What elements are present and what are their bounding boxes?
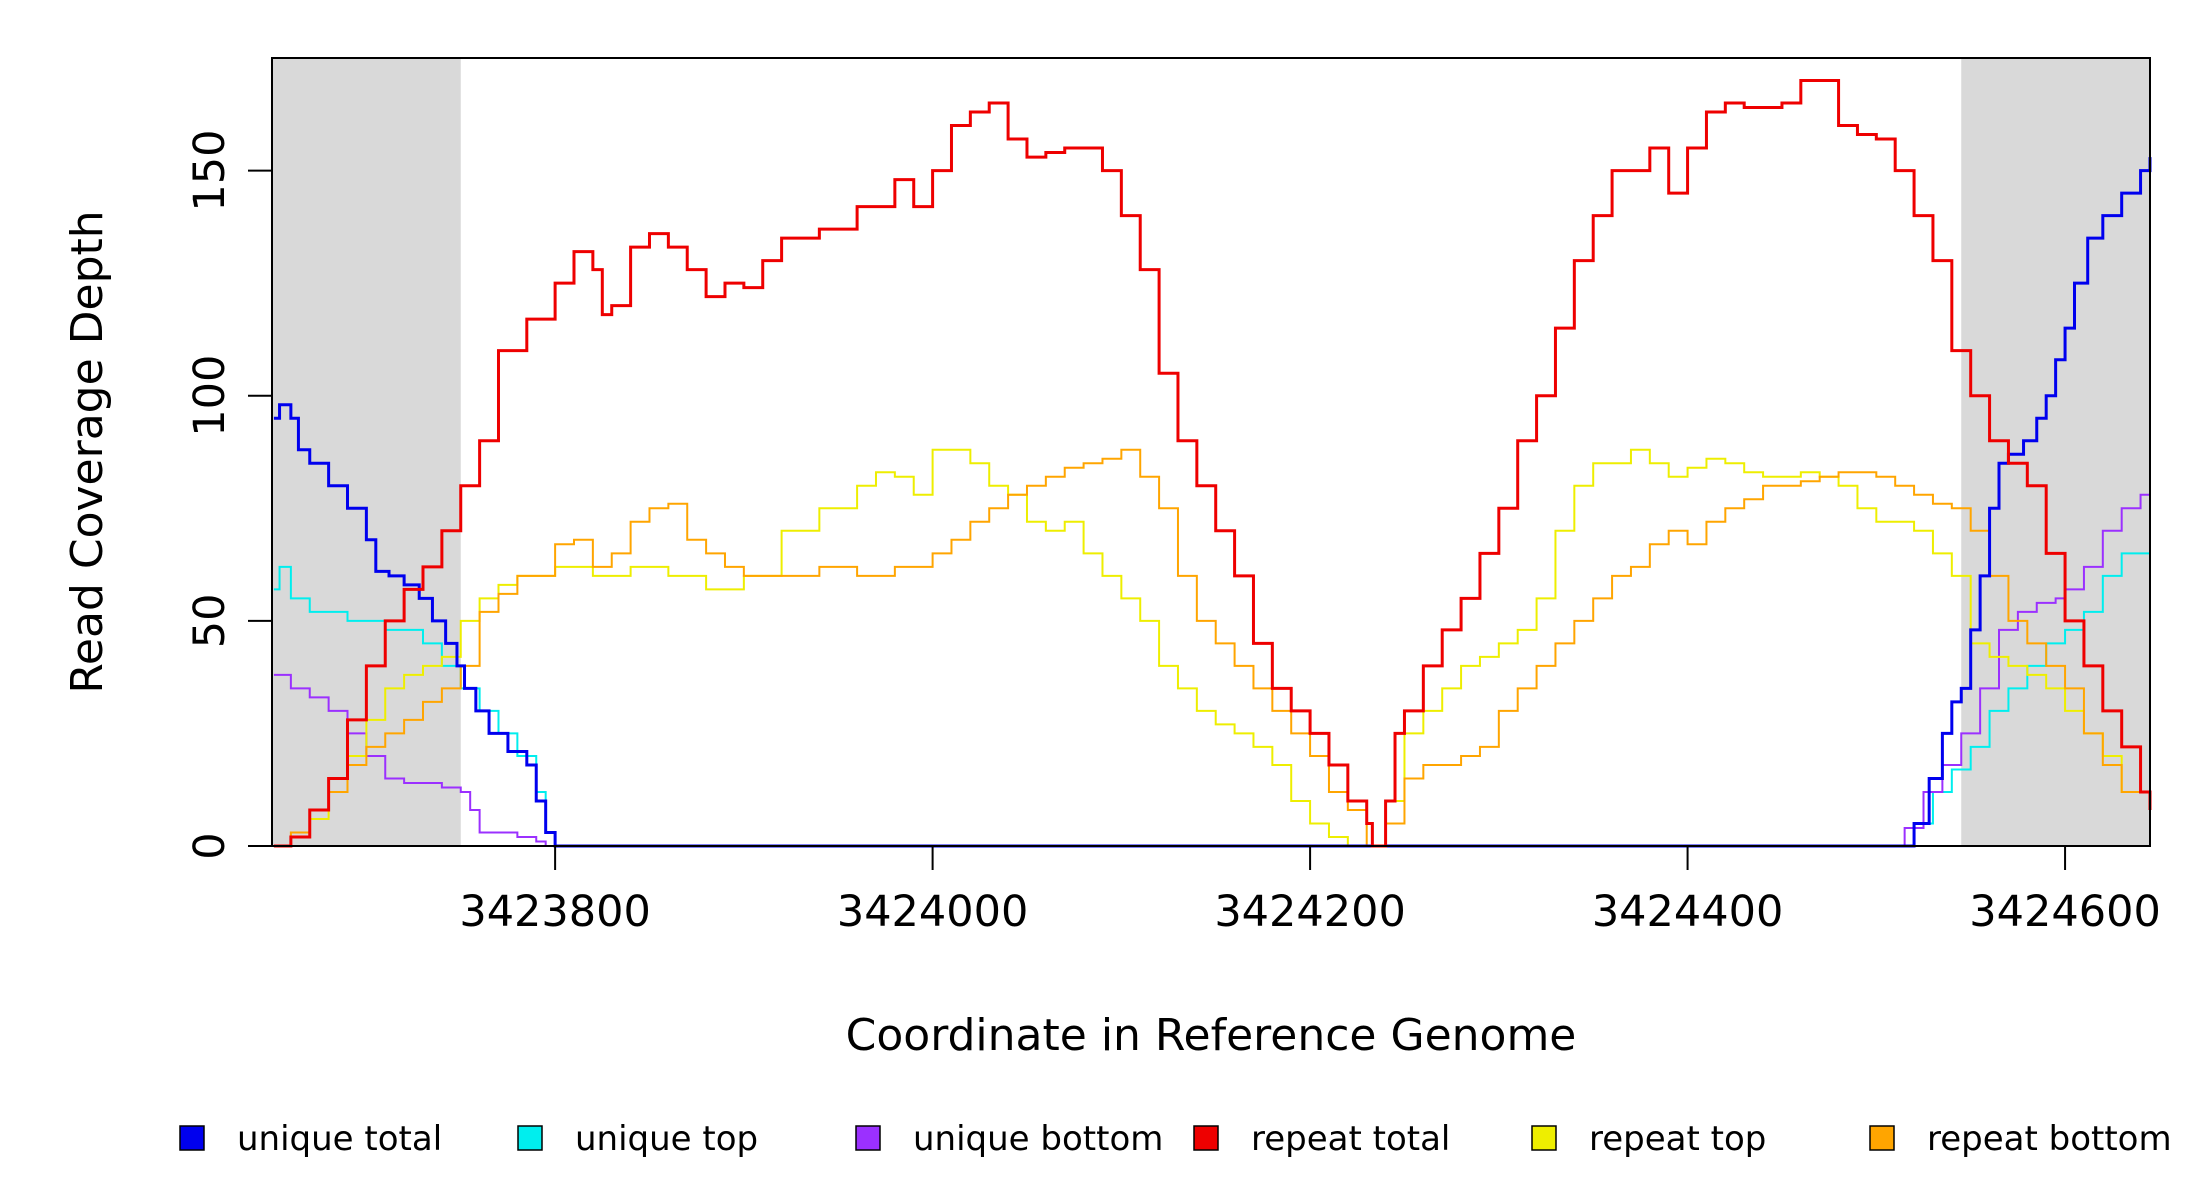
x-tick-label: 3424400 — [1592, 887, 1784, 937]
legend-label: repeat total — [1251, 1119, 1450, 1159]
y-tick-label: 100 — [185, 355, 235, 437]
legend-swatch — [517, 1125, 543, 1151]
x-tick-label: 3423800 — [459, 887, 651, 937]
legend-label: unique total — [237, 1119, 442, 1159]
legend: unique total unique top unique bottom repea… — [179, 1119, 2172, 1159]
series-unique-total — [273, 157, 2152, 848]
x-tick-label: 3424200 — [1214, 887, 1406, 937]
y-tick-label: 50 — [185, 593, 235, 648]
axis-ticks: 3423800 3424000 3424200 3424400 3424600 0 50 10… — [185, 130, 2161, 937]
series-lines — [273, 79, 2152, 848]
series-repeat-top — [273, 448, 2151, 847]
legend-label: unique bottom — [913, 1119, 1163, 1159]
legend-swatch — [1193, 1125, 1219, 1151]
x-axis-label: Coordinate in Reference Genome — [846, 1010, 1577, 1061]
legend-swatch — [1869, 1125, 1895, 1151]
legend-label: repeat top — [1589, 1119, 1766, 1159]
legend-label: repeat bottom — [1927, 1119, 2172, 1159]
y-axis-label: Read Coverage Depth — [62, 210, 113, 693]
series-unique-bottom — [273, 476, 2151, 847]
legend-swatch — [1531, 1125, 1557, 1151]
y-tick-label: 150 — [185, 130, 235, 212]
shaded-regions — [272, 58, 2150, 846]
series-unique-top — [273, 530, 2151, 847]
series-repeat-bottom — [273, 448, 2151, 847]
legend-label: unique top — [575, 1119, 758, 1159]
shaded-region-1 — [1961, 58, 2150, 846]
x-tick-label: 3424000 — [837, 887, 1029, 937]
y-tick-label: 0 — [185, 832, 235, 859]
series-repeat-total — [273, 79, 2152, 848]
x-tick-label: 3424600 — [1969, 887, 2161, 937]
legend-swatch — [855, 1125, 881, 1151]
legend-swatch — [179, 1125, 205, 1151]
plot-frame — [271, 57, 2151, 847]
